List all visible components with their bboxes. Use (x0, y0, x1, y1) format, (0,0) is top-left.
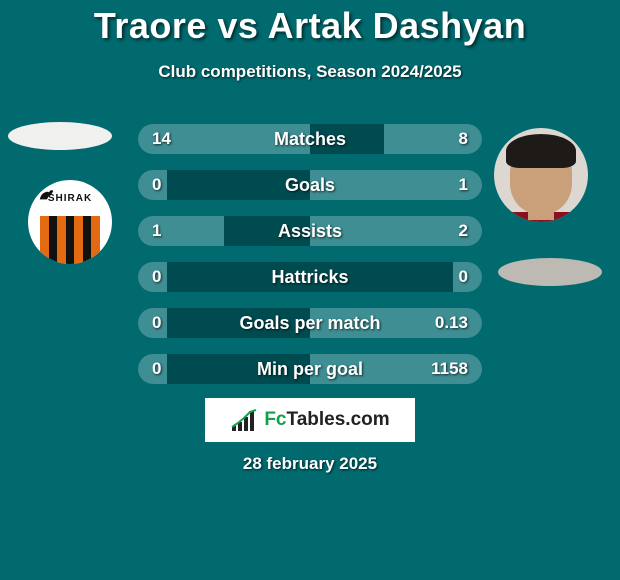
stat-bar-row: Hattricks0 0 (138, 262, 482, 292)
stat-bar-left-value: 0 (152, 262, 161, 292)
stat-bar-label: Goals (138, 170, 482, 200)
stat-bar-row: Min per goal01158 (138, 354, 482, 384)
stat-bar-left-value: 1 (152, 216, 161, 246)
player-face-graphic (494, 128, 588, 222)
page-title: Traore vs Artak Dashyan (0, 5, 620, 47)
stat-bar-right-value: 1 (459, 170, 468, 200)
stat-bar-right-value: 1158 (431, 354, 468, 384)
stat-bar-left-value: 0 (152, 354, 161, 384)
stat-bar-right-value: 0 (459, 262, 468, 292)
right-blank-ellipse (498, 258, 602, 286)
logo-suffix: Tables.com (287, 409, 390, 430)
stat-bar-label: Matches (138, 124, 482, 154)
comparison-infographic: Traore vs Artak Dashyan Club competition… (0, 0, 620, 580)
club-badge-label-area: SHIRAK (28, 180, 112, 216)
stat-bar-right-value: 8 (459, 124, 468, 154)
stat-bar-right-value: 0.13 (435, 308, 468, 338)
page-subtitle: Club competitions, Season 2024/2025 (0, 62, 620, 82)
stat-bar-right-value: 2 (459, 216, 468, 246)
date-line: 28 february 2025 (0, 454, 620, 474)
left-club-badge: SHIRAK (28, 180, 112, 264)
stat-bar-label: Assists (138, 216, 482, 246)
logo-text: FcTables.com (264, 409, 389, 431)
stat-bar-row: Assists1 2 (138, 216, 482, 246)
stat-bar-row: Goals per match0 0.13 (138, 308, 482, 338)
stat-bar-label: Hattricks (138, 262, 482, 292)
stat-bar-left-value: 14 (152, 124, 171, 154)
right-player-avatar (494, 128, 588, 222)
chart-icon (230, 409, 258, 431)
logo-prefix: Fc (264, 409, 286, 430)
stat-bar-left-value: 0 (152, 170, 161, 200)
stat-bar-left-value: 0 (152, 308, 161, 338)
horse-icon (38, 186, 56, 202)
stat-bars: Matches148Goals01Assists12Hattricks00Goa… (138, 124, 482, 400)
stat-bar-row: Matches14 8 (138, 124, 482, 154)
left-blank-ellipse (8, 122, 112, 150)
stat-bar-label: Goals per match (138, 308, 482, 338)
source-logo-plate: FcTables.com (205, 398, 415, 442)
stat-bar-row: Goals0 1 (138, 170, 482, 200)
club-badge-stripes (40, 216, 100, 264)
